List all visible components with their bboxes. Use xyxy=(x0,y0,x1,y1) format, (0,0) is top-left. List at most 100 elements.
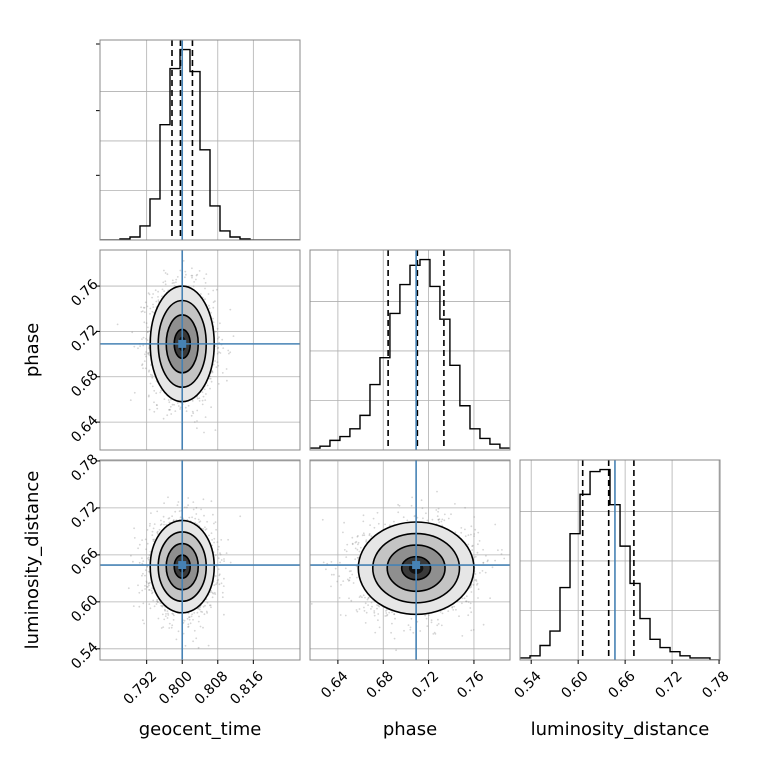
sample-point xyxy=(189,622,192,625)
sample-point xyxy=(162,604,164,607)
sample-point xyxy=(143,311,146,314)
sample-point xyxy=(152,303,154,306)
sample-point xyxy=(132,560,134,563)
sample-point xyxy=(219,352,222,354)
sample-point xyxy=(213,591,216,594)
sample-point xyxy=(207,644,210,647)
sample-point xyxy=(215,288,218,291)
sample-point xyxy=(372,517,375,520)
sample-point xyxy=(467,543,470,546)
sample-point xyxy=(212,289,215,292)
sample-point xyxy=(436,624,439,627)
sample-point xyxy=(177,405,180,407)
sample-point xyxy=(208,604,211,607)
sample-point xyxy=(148,347,150,350)
sample-point xyxy=(144,569,147,572)
sample-point xyxy=(144,574,146,577)
sample-point xyxy=(148,369,151,372)
scatter-panel-geocent_time-luminosity_distance xyxy=(99,459,301,661)
sample-point xyxy=(190,615,193,618)
sample-point xyxy=(393,613,396,616)
sample-point xyxy=(355,609,358,611)
sample-point xyxy=(356,576,358,579)
sample-point xyxy=(204,416,207,418)
sample-point xyxy=(173,403,176,406)
sample-point xyxy=(198,400,201,402)
sample-point xyxy=(167,612,169,615)
sample-point xyxy=(451,606,454,609)
sample-point xyxy=(164,283,167,286)
sample-point xyxy=(178,510,181,513)
sample-point xyxy=(168,627,171,629)
sample-point xyxy=(164,608,166,611)
sample-point xyxy=(147,558,150,561)
sample-point xyxy=(215,366,218,369)
sample-point xyxy=(205,528,208,530)
sample-point xyxy=(397,503,399,506)
sample-point xyxy=(225,552,228,554)
sample-point xyxy=(145,580,148,583)
panel-content xyxy=(310,460,510,660)
sample-point xyxy=(346,578,349,581)
sample-point xyxy=(141,310,144,312)
sample-point xyxy=(377,613,380,615)
sample-point xyxy=(347,579,350,582)
sample-point xyxy=(192,412,195,415)
sample-point xyxy=(467,534,470,536)
sample-point xyxy=(198,521,201,524)
sample-point xyxy=(229,308,232,311)
sample-point xyxy=(340,584,342,586)
sample-point xyxy=(138,591,141,594)
sample-point xyxy=(217,346,220,349)
sample-point xyxy=(143,306,146,309)
sample-point xyxy=(213,522,215,525)
sample-point xyxy=(476,584,478,586)
sample-point xyxy=(470,586,472,588)
sample-point xyxy=(144,301,147,304)
sample-point xyxy=(168,408,171,411)
sample-point xyxy=(176,504,179,506)
sample-point xyxy=(195,637,198,640)
sample-point xyxy=(169,398,172,401)
sample-point xyxy=(470,525,473,528)
sample-point xyxy=(131,331,134,334)
sample-point xyxy=(409,628,412,631)
sample-point xyxy=(193,281,196,283)
sample-point xyxy=(157,299,160,302)
sample-point xyxy=(173,614,175,617)
sample-point xyxy=(475,578,478,581)
sample-point xyxy=(351,542,354,545)
sample-point xyxy=(227,538,230,541)
sample-point xyxy=(137,584,139,587)
sample-point xyxy=(367,604,369,606)
sample-point xyxy=(172,613,175,615)
sample-point xyxy=(145,351,147,353)
sample-point xyxy=(374,631,377,634)
sample-point xyxy=(432,633,435,635)
sample-point xyxy=(192,285,195,288)
sample-point xyxy=(152,599,155,602)
sample-point xyxy=(141,539,144,541)
sample-point xyxy=(149,607,152,610)
sample-point xyxy=(148,394,150,397)
sample-point xyxy=(187,626,190,628)
sample-point xyxy=(440,520,443,523)
sample-point xyxy=(182,260,185,262)
sample-point xyxy=(218,574,221,577)
sample-point xyxy=(217,383,220,385)
sample-point xyxy=(204,282,207,284)
sample-point xyxy=(213,584,216,587)
sample-point xyxy=(142,572,144,575)
sample-point xyxy=(221,591,224,594)
sample-point xyxy=(191,410,194,413)
sample-point xyxy=(411,496,413,499)
sample-point xyxy=(430,619,433,622)
sample-point xyxy=(157,290,160,293)
sample-point xyxy=(187,623,190,626)
sample-point xyxy=(166,414,169,417)
scatter-panel-geocent_time-phase xyxy=(99,249,301,451)
sample-point xyxy=(339,614,342,616)
sample-point xyxy=(191,613,194,616)
sample-point xyxy=(465,595,468,598)
sample-point xyxy=(216,361,219,364)
